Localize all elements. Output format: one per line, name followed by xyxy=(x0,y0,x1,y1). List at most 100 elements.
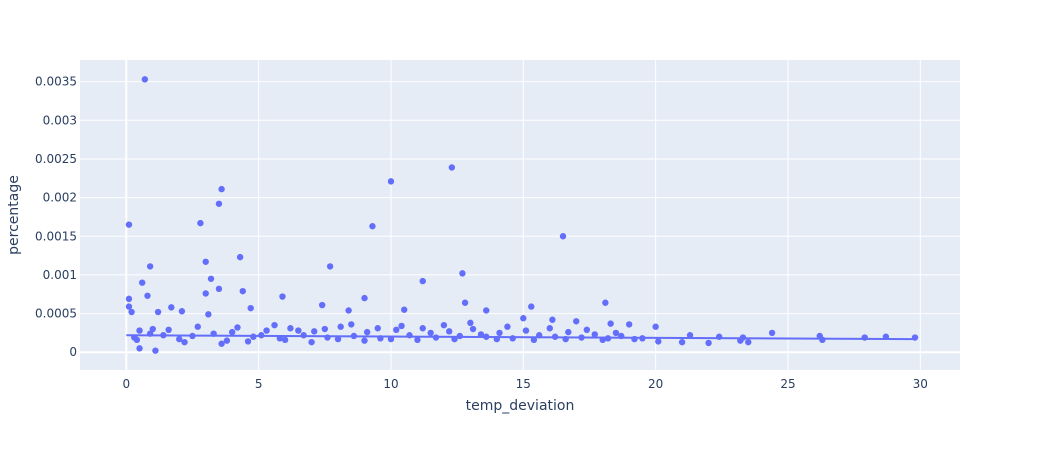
y-tick-label: 0.003 xyxy=(43,113,77,127)
data-point xyxy=(363,328,371,336)
y-tick-label: 0.001 xyxy=(43,268,77,282)
x-tick-label: 10 xyxy=(383,377,398,391)
data-points xyxy=(125,76,919,354)
data-point xyxy=(477,331,485,338)
data-point xyxy=(631,335,638,343)
data-point xyxy=(279,293,286,300)
data-point xyxy=(146,330,154,337)
data-point xyxy=(483,307,490,314)
data-point xyxy=(334,335,342,343)
y-axis-title: percentage xyxy=(6,175,22,255)
data-point xyxy=(456,332,463,340)
plot-background xyxy=(80,60,960,370)
data-point xyxy=(271,321,278,329)
data-point xyxy=(149,325,156,333)
data-point xyxy=(504,323,511,330)
data-point xyxy=(599,336,606,344)
data-point xyxy=(154,308,162,316)
data-point xyxy=(295,327,302,334)
data-point xyxy=(223,337,231,344)
data-point xyxy=(451,335,458,343)
data-point xyxy=(125,221,133,228)
data-point xyxy=(401,306,408,313)
data-point xyxy=(136,327,143,334)
data-point xyxy=(607,320,614,327)
data-point xyxy=(146,263,154,270)
data-point xyxy=(861,334,868,341)
data-point xyxy=(250,333,257,340)
data-point xyxy=(565,328,572,336)
data-point xyxy=(440,321,448,329)
data-point xyxy=(483,333,490,340)
x-tick-label: 20 xyxy=(648,377,663,391)
data-point xyxy=(493,335,501,343)
data-point xyxy=(737,337,744,344)
data-point xyxy=(604,335,612,342)
data-point xyxy=(138,279,146,286)
data-point xyxy=(178,308,186,315)
data-point xyxy=(374,325,381,332)
data-point xyxy=(189,332,196,340)
data-point xyxy=(520,315,527,322)
data-point xyxy=(612,329,620,337)
data-point xyxy=(467,319,474,327)
data-point xyxy=(819,336,826,344)
data-point xyxy=(625,321,633,328)
data-point xyxy=(234,324,241,331)
x-axis-title: temp_deviation xyxy=(466,398,575,414)
data-point xyxy=(578,334,585,341)
data-point xyxy=(197,219,204,227)
data-point xyxy=(136,345,143,352)
data-point xyxy=(686,332,694,339)
data-point xyxy=(181,338,188,346)
y-tick-label: 0.0035 xyxy=(35,75,77,89)
data-point xyxy=(218,340,225,347)
data-point xyxy=(591,331,598,338)
data-point xyxy=(655,338,662,345)
data-point xyxy=(125,295,133,303)
data-point xyxy=(448,164,456,171)
data-point xyxy=(337,323,344,330)
data-point xyxy=(745,338,752,346)
data-point xyxy=(530,336,538,344)
x-tick-label: 30 xyxy=(913,377,928,391)
data-point xyxy=(244,338,252,345)
x-tick-label: 0 xyxy=(122,377,130,391)
y-tick-label: 0.0005 xyxy=(35,307,77,321)
data-point xyxy=(546,325,553,332)
data-point xyxy=(210,330,217,337)
data-point xyxy=(258,332,265,339)
y-tick-label: 0 xyxy=(69,345,77,359)
data-point xyxy=(882,333,890,340)
x-gridlines xyxy=(125,60,921,370)
data-point xyxy=(652,323,659,330)
data-point xyxy=(639,335,646,342)
data-point xyxy=(215,200,223,207)
data-point xyxy=(551,333,559,340)
data-point xyxy=(535,332,543,339)
data-point xyxy=(583,326,591,334)
data-point xyxy=(459,270,466,277)
data-point xyxy=(236,253,244,261)
data-point xyxy=(228,328,236,336)
data-point xyxy=(387,335,395,343)
data-point xyxy=(125,303,133,310)
data-point xyxy=(419,325,426,332)
data-point xyxy=(287,325,294,332)
data-point xyxy=(176,335,183,343)
y-gridlines xyxy=(80,81,960,354)
data-point xyxy=(715,333,723,340)
data-point xyxy=(324,334,331,341)
data-point xyxy=(194,323,201,330)
data-point xyxy=(128,308,135,316)
data-point xyxy=(215,285,223,293)
data-point xyxy=(202,258,209,265)
data-point xyxy=(562,335,569,343)
data-point xyxy=(705,339,712,347)
trend-line xyxy=(126,334,916,341)
data-point xyxy=(398,322,405,330)
x-tick-labels: 0 5 10 15 20 25 30 xyxy=(122,377,927,391)
data-point xyxy=(406,332,413,339)
data-point xyxy=(618,332,625,340)
data-point xyxy=(509,335,516,342)
